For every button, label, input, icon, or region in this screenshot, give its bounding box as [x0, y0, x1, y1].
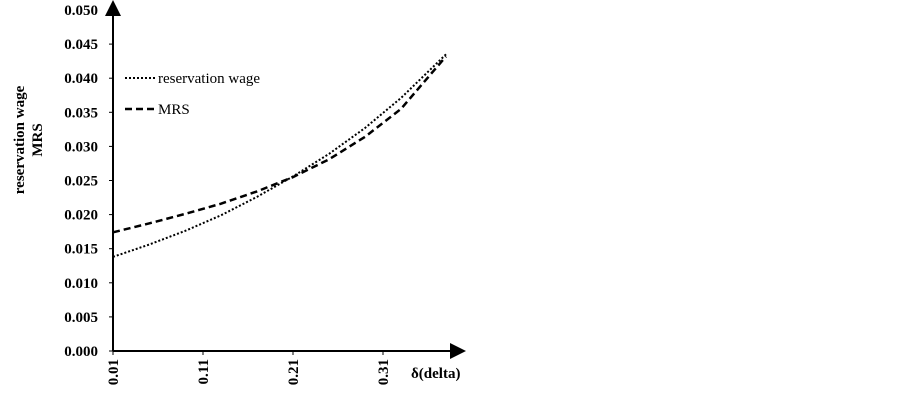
series-line: [112, 55, 447, 234]
y-tick-label: 0.035: [64, 105, 98, 121]
x-tick-label: 0.31: [376, 359, 392, 385]
y-tick-label: 0.010: [64, 276, 98, 292]
y-tick-label: 0.015: [64, 242, 98, 258]
x-tick-label: 0.21: [286, 359, 302, 385]
x-axis-label: δ(delta): [411, 366, 460, 382]
x-tick-label: 0.11: [196, 359, 212, 384]
y-tick-label: 0.000: [64, 344, 98, 360]
legend-label: reservation wage: [158, 71, 260, 87]
legend-label: MRS: [158, 102, 190, 118]
y-tick-label: 0.020: [64, 208, 98, 224]
x-tick-label: 0.01: [106, 359, 122, 385]
y-axis-label: MRS: [30, 123, 46, 156]
y-tick-label: 0.045: [64, 37, 98, 53]
y-axis-label: reservation wage: [12, 85, 28, 194]
y-tick-label: 0.005: [64, 310, 98, 326]
y-tick-label: 0.040: [64, 71, 98, 87]
series-line: [112, 53, 447, 258]
y-tick-label: 0.050: [64, 3, 98, 19]
y-tick-label: 0.025: [64, 174, 98, 190]
y-tick-label: 0.030: [64, 139, 98, 155]
